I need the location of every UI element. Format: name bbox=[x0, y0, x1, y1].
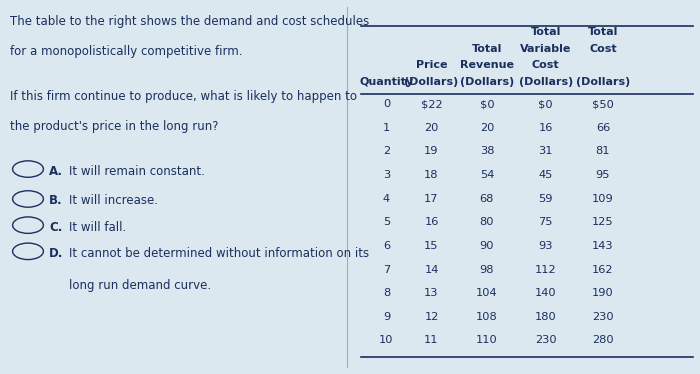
Text: 66: 66 bbox=[596, 123, 610, 133]
Text: Total: Total bbox=[472, 44, 502, 53]
Text: (Dollars): (Dollars) bbox=[405, 77, 458, 87]
Text: 16: 16 bbox=[424, 217, 439, 227]
Text: It will increase.: It will increase. bbox=[69, 194, 158, 208]
Text: $0: $0 bbox=[538, 99, 553, 109]
Text: 0: 0 bbox=[383, 99, 390, 109]
Text: 14: 14 bbox=[424, 264, 439, 275]
Text: (Dollars): (Dollars) bbox=[460, 77, 514, 87]
Text: 8: 8 bbox=[383, 288, 390, 298]
Text: Quantity: Quantity bbox=[359, 77, 414, 87]
Text: 9: 9 bbox=[383, 312, 390, 322]
Text: (Dollars): (Dollars) bbox=[576, 77, 630, 87]
Text: 180: 180 bbox=[535, 312, 556, 322]
Text: $0: $0 bbox=[480, 99, 494, 109]
Text: B.: B. bbox=[49, 194, 62, 208]
Text: It will fall.: It will fall. bbox=[69, 221, 126, 234]
Text: 15: 15 bbox=[424, 241, 439, 251]
Text: 98: 98 bbox=[480, 264, 494, 275]
Text: A.: A. bbox=[49, 165, 63, 178]
Text: 19: 19 bbox=[424, 146, 439, 156]
Text: $50: $50 bbox=[592, 99, 614, 109]
Text: 16: 16 bbox=[538, 123, 553, 133]
Text: 45: 45 bbox=[538, 170, 553, 180]
Text: Cost: Cost bbox=[532, 61, 559, 70]
Text: 143: 143 bbox=[592, 241, 614, 251]
Text: Variable: Variable bbox=[520, 44, 571, 53]
Text: for a monopolistically competitive firm.: for a monopolistically competitive firm. bbox=[10, 45, 243, 58]
Text: If this firm continue to produce, what is likely to happen to: If this firm continue to produce, what i… bbox=[10, 90, 358, 103]
Text: 109: 109 bbox=[592, 194, 614, 203]
Text: 4: 4 bbox=[383, 194, 390, 203]
Text: 20: 20 bbox=[480, 123, 494, 133]
Text: 7: 7 bbox=[383, 264, 390, 275]
Text: 31: 31 bbox=[538, 146, 553, 156]
Text: 38: 38 bbox=[480, 146, 494, 156]
Text: Cost: Cost bbox=[589, 44, 617, 53]
Text: 2: 2 bbox=[383, 146, 390, 156]
Text: 104: 104 bbox=[476, 288, 498, 298]
Text: 81: 81 bbox=[596, 146, 610, 156]
Text: Total: Total bbox=[531, 27, 561, 37]
Text: Total: Total bbox=[588, 27, 618, 37]
Text: 18: 18 bbox=[424, 170, 439, 180]
Text: the product's price in the long run?: the product's price in the long run? bbox=[10, 120, 219, 133]
Text: (Dollars): (Dollars) bbox=[519, 77, 573, 87]
Text: 190: 190 bbox=[592, 288, 614, 298]
Text: Revenue: Revenue bbox=[460, 61, 514, 70]
Text: 54: 54 bbox=[480, 170, 494, 180]
Text: It cannot be determined without information on its: It cannot be determined without informat… bbox=[69, 247, 369, 260]
Text: The table to the right shows the demand and cost schedules: The table to the right shows the demand … bbox=[10, 15, 370, 28]
Text: 12: 12 bbox=[424, 312, 439, 322]
Text: It will remain constant.: It will remain constant. bbox=[69, 165, 204, 178]
Text: D.: D. bbox=[49, 247, 64, 260]
Text: 75: 75 bbox=[538, 217, 553, 227]
Text: 11: 11 bbox=[424, 335, 439, 346]
Text: 162: 162 bbox=[592, 264, 614, 275]
Text: C.: C. bbox=[49, 221, 62, 234]
Text: 95: 95 bbox=[596, 170, 610, 180]
Text: 93: 93 bbox=[538, 241, 553, 251]
Text: 90: 90 bbox=[480, 241, 494, 251]
Text: 68: 68 bbox=[480, 194, 494, 203]
Text: 20: 20 bbox=[424, 123, 439, 133]
Text: 80: 80 bbox=[480, 217, 494, 227]
Text: 280: 280 bbox=[592, 335, 614, 346]
Text: 6: 6 bbox=[383, 241, 390, 251]
Text: 10: 10 bbox=[379, 335, 393, 346]
Text: $22: $22 bbox=[421, 99, 442, 109]
Text: 1: 1 bbox=[383, 123, 390, 133]
Text: 110: 110 bbox=[476, 335, 498, 346]
Text: 125: 125 bbox=[592, 217, 614, 227]
Text: 140: 140 bbox=[535, 288, 556, 298]
Text: long run demand curve.: long run demand curve. bbox=[69, 279, 211, 292]
Text: 230: 230 bbox=[592, 312, 614, 322]
Text: 3: 3 bbox=[383, 170, 390, 180]
Text: 112: 112 bbox=[535, 264, 556, 275]
Text: 5: 5 bbox=[383, 217, 390, 227]
Text: 17: 17 bbox=[424, 194, 439, 203]
Text: 230: 230 bbox=[535, 335, 556, 346]
Text: Price: Price bbox=[416, 61, 447, 70]
Text: 108: 108 bbox=[476, 312, 498, 322]
Text: 59: 59 bbox=[538, 194, 553, 203]
Text: 13: 13 bbox=[424, 288, 439, 298]
